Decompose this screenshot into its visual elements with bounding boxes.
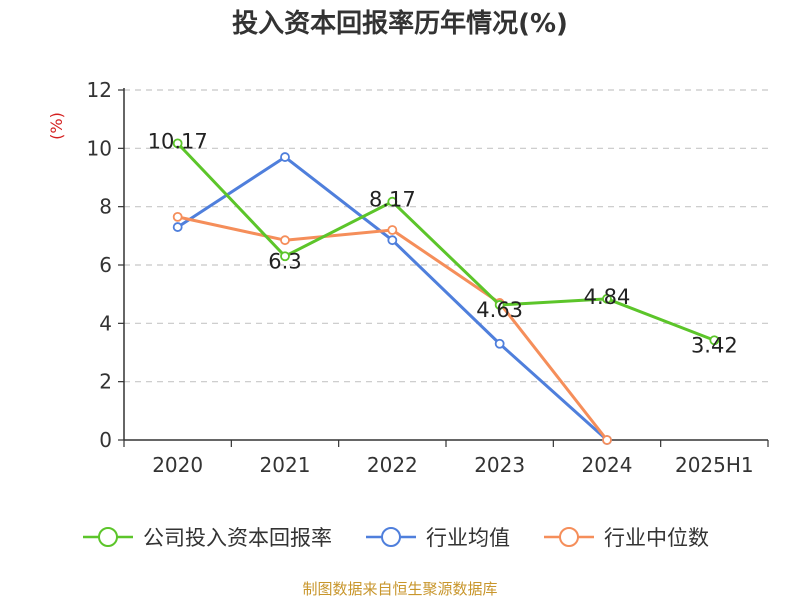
- y-axis-label: (%): [47, 112, 66, 140]
- legend-label: 公司投入资本回报率: [143, 526, 332, 550]
- x-tick-label: 2022: [367, 453, 418, 477]
- data-point: [494, 300, 505, 310]
- data-label: 8.17: [369, 188, 416, 212]
- data-point: [280, 235, 290, 246]
- data-point: [280, 251, 290, 262]
- legend-label: 行业中位数: [604, 526, 709, 550]
- x-tick-label: 2025H1: [675, 453, 754, 477]
- axes: 0 2 4 6 8 10 12 2020 2021 2022 2023 2024 2025H1: [87, 78, 769, 477]
- series-line: [176, 142, 715, 342]
- legend-swatch-marker: [381, 527, 401, 547]
- y-tick-label: 6: [99, 253, 112, 277]
- legend-swatch-marker: [559, 527, 579, 547]
- data-point: [280, 152, 290, 162]
- chart-title: 投入资本回报率历年情况(%): [232, 8, 568, 39]
- y-tick-label: 4: [99, 311, 112, 335]
- series: [172, 138, 720, 445]
- data-label: 10.17: [148, 129, 208, 153]
- data-label: 6.3: [268, 249, 301, 273]
- series-line: [177, 215, 609, 441]
- y-tick-label: 2: [99, 370, 112, 394]
- data-point: [387, 196, 398, 207]
- x-tick-label: 2024: [582, 453, 633, 477]
- data-label: 4.84: [584, 285, 631, 309]
- y-tick-label: 10: [87, 136, 112, 160]
- legend-label: 行业均值: [426, 526, 510, 550]
- x-tick-label: 2023: [474, 453, 525, 477]
- x-tick-label: 2021: [260, 453, 311, 477]
- data-point: [602, 293, 612, 304]
- y-tick-label: 0: [99, 428, 112, 452]
- data-point: [172, 211, 183, 222]
- data-label: 4.63: [476, 298, 523, 322]
- data-labels: 10.17 6.3 8.17 4.63 4.84 3.42: [148, 129, 738, 357]
- data-point: [172, 138, 183, 149]
- grid: [124, 89, 768, 383]
- data-point: [494, 338, 505, 349]
- source-note: 制图数据来自恒生聚源数据库: [302, 580, 497, 598]
- data-point: [387, 225, 398, 235]
- data-point: [602, 435, 612, 445]
- data-point: [709, 335, 720, 346]
- y-tick-label: 8: [99, 195, 112, 219]
- x-tick-label: 2020: [152, 453, 203, 477]
- data-point: [172, 222, 183, 232]
- legend-swatch-marker: [98, 527, 118, 547]
- legend: 公司投入资本回报率 行业均值 行业中位数: [83, 526, 709, 550]
- data-label: 3.42: [691, 333, 738, 357]
- data-point: [387, 235, 398, 246]
- y-tick-label: 12: [87, 78, 112, 102]
